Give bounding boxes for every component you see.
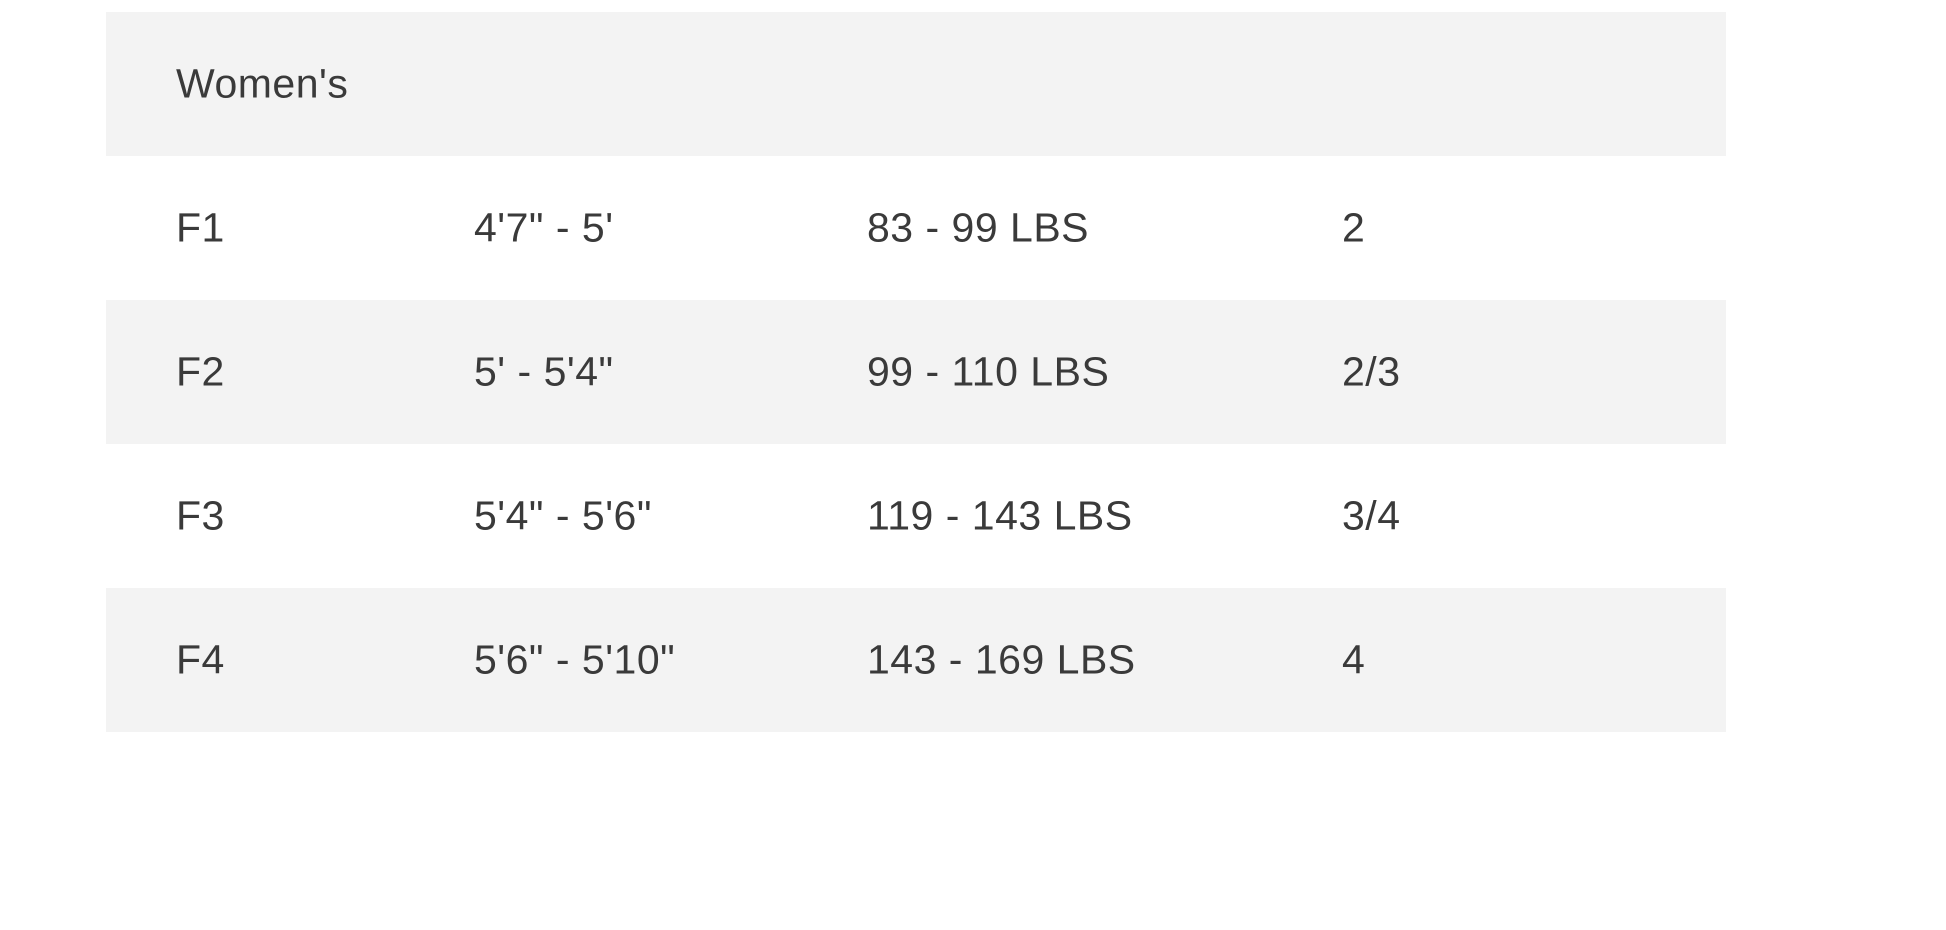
weight-cell: 83 - 99 LBS [867,204,1090,251]
fit-cell: 2 [1342,204,1366,251]
height-cell: 4'7" - 5' [474,204,614,251]
table-row: F4 5'6" - 5'10" 143 - 169 LBS 4 [106,588,1726,732]
size-cell: F2 [176,348,225,395]
size-chart-table: Women's F1 4'7" - 5' 83 - 99 LBS 2 F2 5'… [106,12,1726,732]
height-cell: 5' - 5'4" [474,348,614,395]
height-cell: 5'6" - 5'10" [474,636,676,683]
table-row: F3 5'4" - 5'6" 119 - 143 LBS 3/4 [106,444,1726,588]
table-row: F2 5' - 5'4" 99 - 110 LBS 2/3 [106,300,1726,444]
table-row: F1 4'7" - 5' 83 - 99 LBS 2 [106,156,1726,300]
weight-cell: 143 - 169 LBS [867,636,1136,683]
size-cell: F3 [176,492,225,539]
weight-cell: 119 - 143 LBS [867,492,1133,539]
fit-cell: 2/3 [1342,348,1401,395]
fit-cell: 4 [1342,636,1366,683]
height-cell: 5'4" - 5'6" [474,492,652,539]
size-cell: F1 [176,204,225,251]
section-title: Women's [176,60,349,107]
weight-cell: 99 - 110 LBS [867,348,1110,395]
size-cell: F4 [176,636,225,683]
table-header-row: Women's [106,12,1726,156]
fit-cell: 3/4 [1342,492,1401,539]
